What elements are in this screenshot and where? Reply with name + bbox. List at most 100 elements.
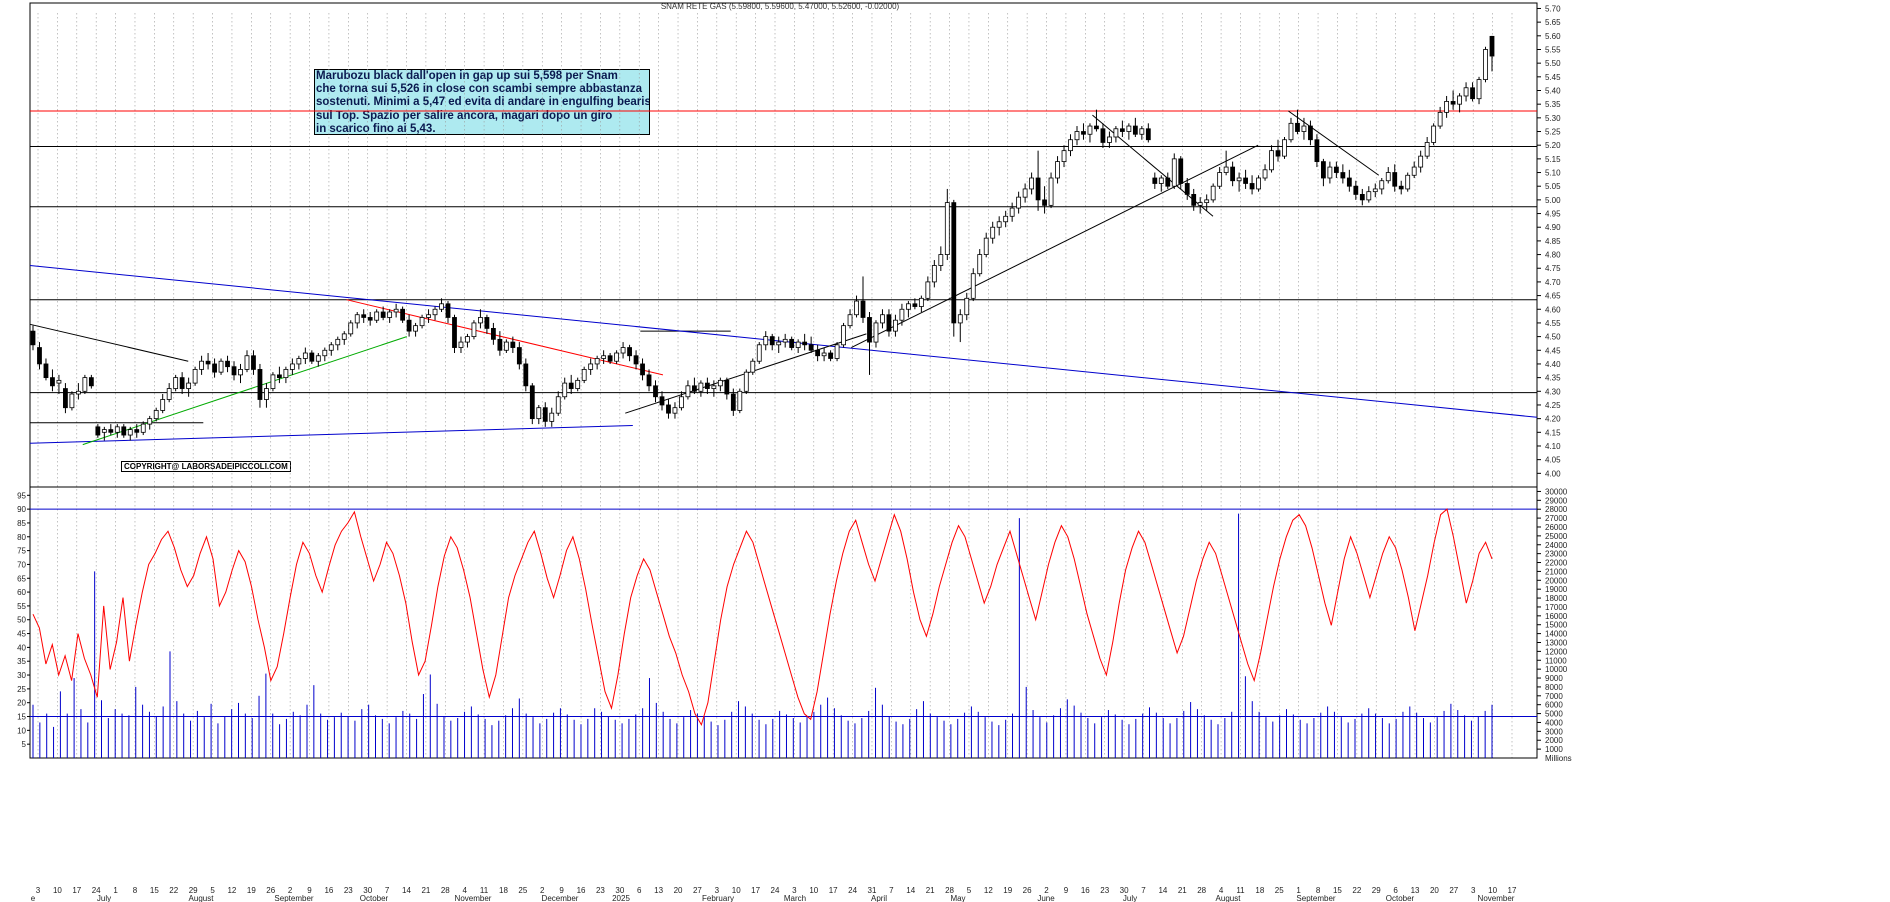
candle-body — [1243, 177, 1248, 184]
volume-tick-label: 14000 — [1545, 630, 1568, 639]
price-tick-label: 4.75 — [1545, 264, 1561, 273]
x-day-tick: 21 — [421, 886, 430, 895]
x-day-tick: 4 — [462, 886, 467, 895]
candle-body — [1055, 161, 1060, 179]
candle-body — [127, 429, 133, 436]
candle-body — [238, 369, 243, 376]
osc-tick-label: 65 — [17, 574, 26, 583]
x-day-tick: 18 — [1255, 886, 1264, 895]
price-tick-label: 4.25 — [1545, 401, 1561, 410]
candle-body — [1132, 125, 1138, 135]
x-day-tick: 28 — [441, 886, 450, 895]
candle-body — [484, 317, 490, 329]
x-day-tick: 31 — [868, 886, 877, 895]
candle-body — [302, 352, 308, 359]
candle-body — [445, 303, 451, 318]
candle-body — [1094, 125, 1099, 130]
price-tick-label: 4.65 — [1545, 292, 1561, 301]
candle-body — [432, 308, 438, 316]
candle-body — [782, 338, 788, 343]
candle-body — [37, 347, 42, 365]
x-day-tick: 17 — [751, 886, 760, 895]
volume-tick-label: 26000 — [1545, 523, 1568, 532]
price-tick-label: 4.55 — [1545, 319, 1561, 328]
candle-body — [1392, 172, 1398, 187]
candle-body — [1184, 183, 1190, 195]
candle-body — [380, 311, 386, 318]
volume-tick-label: 21000 — [1545, 567, 1568, 576]
x-month-label: August — [189, 894, 215, 902]
candle-body — [912, 303, 918, 307]
x-day-tick: 19 — [247, 886, 256, 895]
candle-body — [1249, 183, 1255, 190]
candle-body — [1308, 125, 1313, 141]
candle-body — [231, 366, 237, 376]
x-day-tick: 9 — [559, 886, 564, 895]
x-day-tick: 17 — [1508, 886, 1517, 895]
x-day-tick: 14 — [1158, 886, 1167, 895]
x-day-tick: 10 — [53, 886, 62, 895]
candle-body — [1087, 125, 1093, 135]
x-day-tick: 20 — [674, 886, 683, 895]
candle-body — [95, 426, 101, 436]
candle-body — [536, 407, 542, 420]
osc-tick-label: 35 — [17, 657, 26, 666]
candle-body — [977, 254, 983, 275]
candle-body — [1217, 172, 1223, 187]
candle-body — [88, 377, 94, 387]
candle-body — [309, 352, 315, 362]
volume-tick-label: 4000 — [1545, 718, 1563, 727]
candle-body — [672, 407, 678, 414]
candle-body — [341, 333, 347, 340]
volume-tick-label: 24000 — [1545, 541, 1568, 550]
price-tick-label: 4.60 — [1545, 305, 1561, 314]
candle-body — [516, 347, 522, 365]
candle-body — [393, 308, 399, 313]
candle-body — [406, 319, 412, 332]
candle-body — [348, 322, 354, 335]
candle-body — [750, 360, 756, 373]
osc-tick-label: 70 — [17, 560, 26, 569]
x-day-tick: 30 — [363, 886, 372, 895]
candle-body — [529, 385, 535, 420]
x-day-tick: 25 — [518, 886, 527, 895]
osc-tick-label: 95 — [17, 491, 26, 500]
candle-body — [601, 355, 607, 359]
candle-body — [335, 338, 341, 346]
volume-tick-label: 10000 — [1545, 665, 1568, 674]
candle-body — [166, 388, 172, 400]
x-day-tick: 23 — [344, 886, 353, 895]
candle-body — [704, 382, 710, 389]
price-tick-label: 4.35 — [1545, 374, 1561, 383]
candle-body — [264, 388, 269, 400]
price-tick-label: 4.10 — [1545, 442, 1561, 451]
x-month-label: July — [1123, 894, 1137, 902]
x-month-label: May — [950, 894, 965, 902]
price-tick-label: 4.80 — [1545, 251, 1561, 260]
price-tick-label: 4.40 — [1545, 360, 1561, 369]
candle-body — [1444, 101, 1450, 113]
volume-tick-label: 6000 — [1545, 701, 1563, 710]
candle-body — [1009, 207, 1015, 217]
price-tick-label: 5.40 — [1545, 87, 1561, 96]
x-day-tick: 10 — [732, 886, 741, 895]
candle-body — [251, 355, 256, 370]
candle-body — [186, 382, 192, 389]
osc-tick-label: 30 — [17, 671, 26, 680]
candle-body — [322, 349, 328, 357]
x-day-tick: 15 — [1333, 886, 1342, 895]
candle-body — [575, 379, 581, 389]
price-tick-label: 5.55 — [1545, 45, 1561, 54]
candle-body — [497, 338, 503, 351]
volume-tick-label: 27000 — [1545, 514, 1568, 523]
x-day-tick: 7 — [889, 886, 894, 895]
candle-body — [153, 410, 159, 420]
candle-body — [69, 393, 75, 409]
candle-body — [1489, 35, 1495, 57]
candle-body — [452, 317, 457, 348]
candle-body — [1068, 139, 1073, 152]
candle-body — [1282, 139, 1287, 157]
candle-body — [101, 429, 107, 433]
candle-body — [886, 314, 892, 332]
trendline — [82, 336, 407, 446]
